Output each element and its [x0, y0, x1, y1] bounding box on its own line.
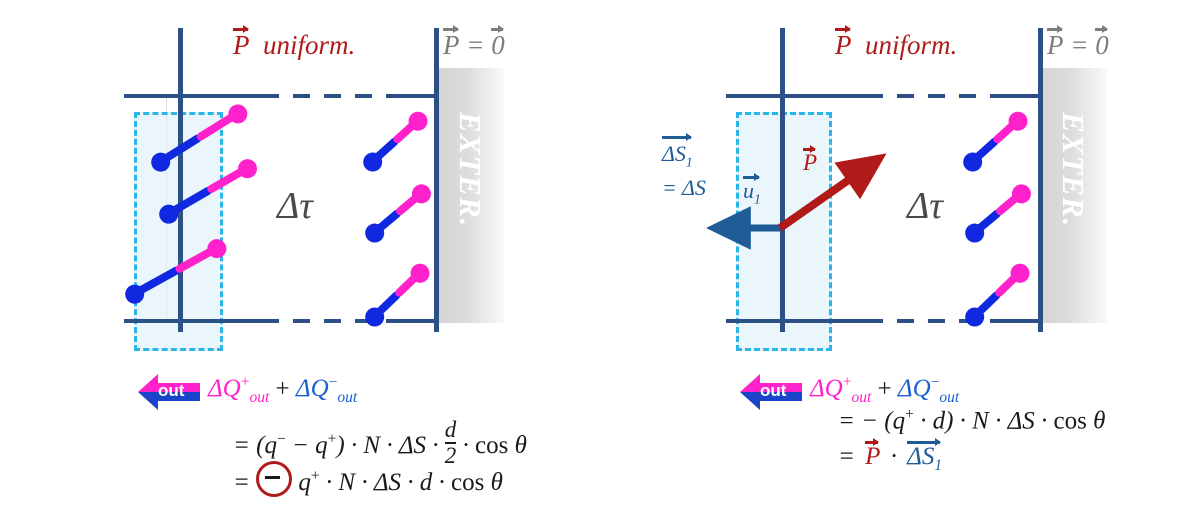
out-badge-text-right: out — [760, 381, 787, 400]
unit-vector-label-right: u1 — [743, 173, 761, 207]
p-vector-symbol-left: P — [233, 25, 250, 60]
dipole — [360, 180, 435, 247]
header-uniform-text-left: uniform. — [263, 30, 356, 60]
frame-left-edge-right — [780, 28, 785, 332]
header-p-zero-left: P = 0 — [443, 25, 505, 61]
header-uniform-text-right: uniform. — [865, 30, 958, 60]
frame-top-solid-right-a — [726, 94, 866, 98]
dipole — [358, 107, 432, 176]
frame-bottom-solid-left-a — [124, 319, 262, 323]
formula-line-1-right: ΔQ+out + ΔQ−out — [810, 374, 959, 407]
formula-line-3-left: = q+ · N · ΔS · d · cos θ — [233, 461, 503, 497]
out-arrow-icon-left — [138, 374, 200, 410]
header-p-zero-right: P = 0 — [1047, 25, 1109, 61]
circled-minus-sign-left — [256, 461, 293, 497]
panel-left: EXTER. P uniform. P = 0 Δτ — [121, 25, 527, 497]
delta-s1-vector-symbol: ΔS1 — [662, 133, 693, 172]
volume-label-right: Δτ — [907, 185, 943, 227]
plus-operator-right: + — [877, 375, 898, 403]
out-arrow-icon-right — [740, 374, 802, 410]
frame-top-solid-left-b — [398, 94, 438, 98]
delta-s1-vector-result-right: ΔS1 — [907, 438, 943, 474]
out-badge-text-left: out — [158, 381, 185, 400]
volume-label-left: Δτ — [277, 185, 313, 227]
p-vector-symbol-arrow-right: P — [803, 145, 818, 175]
polarization-vector-label-right: P — [803, 145, 818, 176]
delta-q-plus-out-left: ΔQ+out — [208, 374, 270, 407]
frame-top-dashed-left — [262, 94, 402, 98]
delta-s-equals-label: = ΔS — [662, 174, 706, 200]
exterior-band-right — [1040, 68, 1107, 323]
formula-line-3-right: = P · ΔS1 — [838, 438, 943, 474]
frame-top-solid-right-b — [1002, 94, 1042, 98]
frame-top-dashed-right — [866, 94, 1006, 98]
header-p-zero-rhs-right: = — [1070, 30, 1096, 60]
zero-vector-symbol-right: 0 — [1095, 25, 1109, 60]
delta-q-minus-out-left: ΔQ−out — [295, 374, 358, 407]
frame-bottom-solid-left-b — [398, 319, 438, 323]
u1-vector-symbol: u1 — [743, 173, 761, 207]
plus-operator-left: + — [275, 375, 296, 403]
polarization-arrow-right — [777, 153, 887, 232]
frame-bottom-dashed-right — [866, 319, 1006, 323]
p-vector-symbol-right: P — [835, 25, 852, 60]
fraction-d-over-2-left: d 2 — [444, 417, 457, 469]
delta-q-plus-out-right: ΔQ+out — [810, 374, 872, 407]
frame-bottom-solid-right-a — [726, 319, 866, 323]
p-vector-result-right: P — [865, 438, 881, 470]
frame-bottom-dashed-left — [262, 319, 402, 323]
panel-right: EXTER. P uniform. P = 0 Δτ ΔS1 = ΔS u1 — [600, 0, 1200, 506]
p-vector-symbol-ext-left: P — [443, 25, 460, 60]
header-p-uniform-right: P uniform. — [835, 25, 958, 61]
exterior-label-left: EXTER. — [453, 112, 488, 228]
frame-top-solid-left-a — [124, 94, 262, 98]
vector-arrows-right — [706, 153, 887, 250]
zero-vector-symbol-left: 0 — [491, 25, 505, 60]
frame-right-edge-left — [434, 28, 439, 332]
frame-bottom-solid-right-b — [1002, 319, 1042, 323]
surface-vector-label-right: ΔS1 = ΔS — [662, 133, 706, 203]
out-arrow-badge-left: out — [138, 372, 200, 412]
header-p-uniform-left: P uniform. — [233, 25, 356, 61]
p-vector-symbol-ext-right: P — [1047, 25, 1064, 60]
formula-line-1-left: ΔQ+out + ΔQ−out — [208, 374, 357, 407]
delta-q-minus-out-right: ΔQ−out — [897, 374, 960, 407]
exterior-band-left — [437, 68, 504, 323]
frame-left-edge-left — [178, 28, 183, 332]
formula-line-2-right: = − (q+ · d) · N · ΔS · cos θ — [838, 406, 1106, 435]
out-arrow-badge-right: out — [740, 372, 802, 412]
formula-line-2-left: = (q− − q+) · N · ΔS · d 2 · cos θ — [233, 417, 527, 469]
frame-right-edge-right — [1038, 28, 1043, 332]
header-p-zero-rhs-left: = — [466, 30, 492, 60]
dipole — [360, 259, 434, 331]
